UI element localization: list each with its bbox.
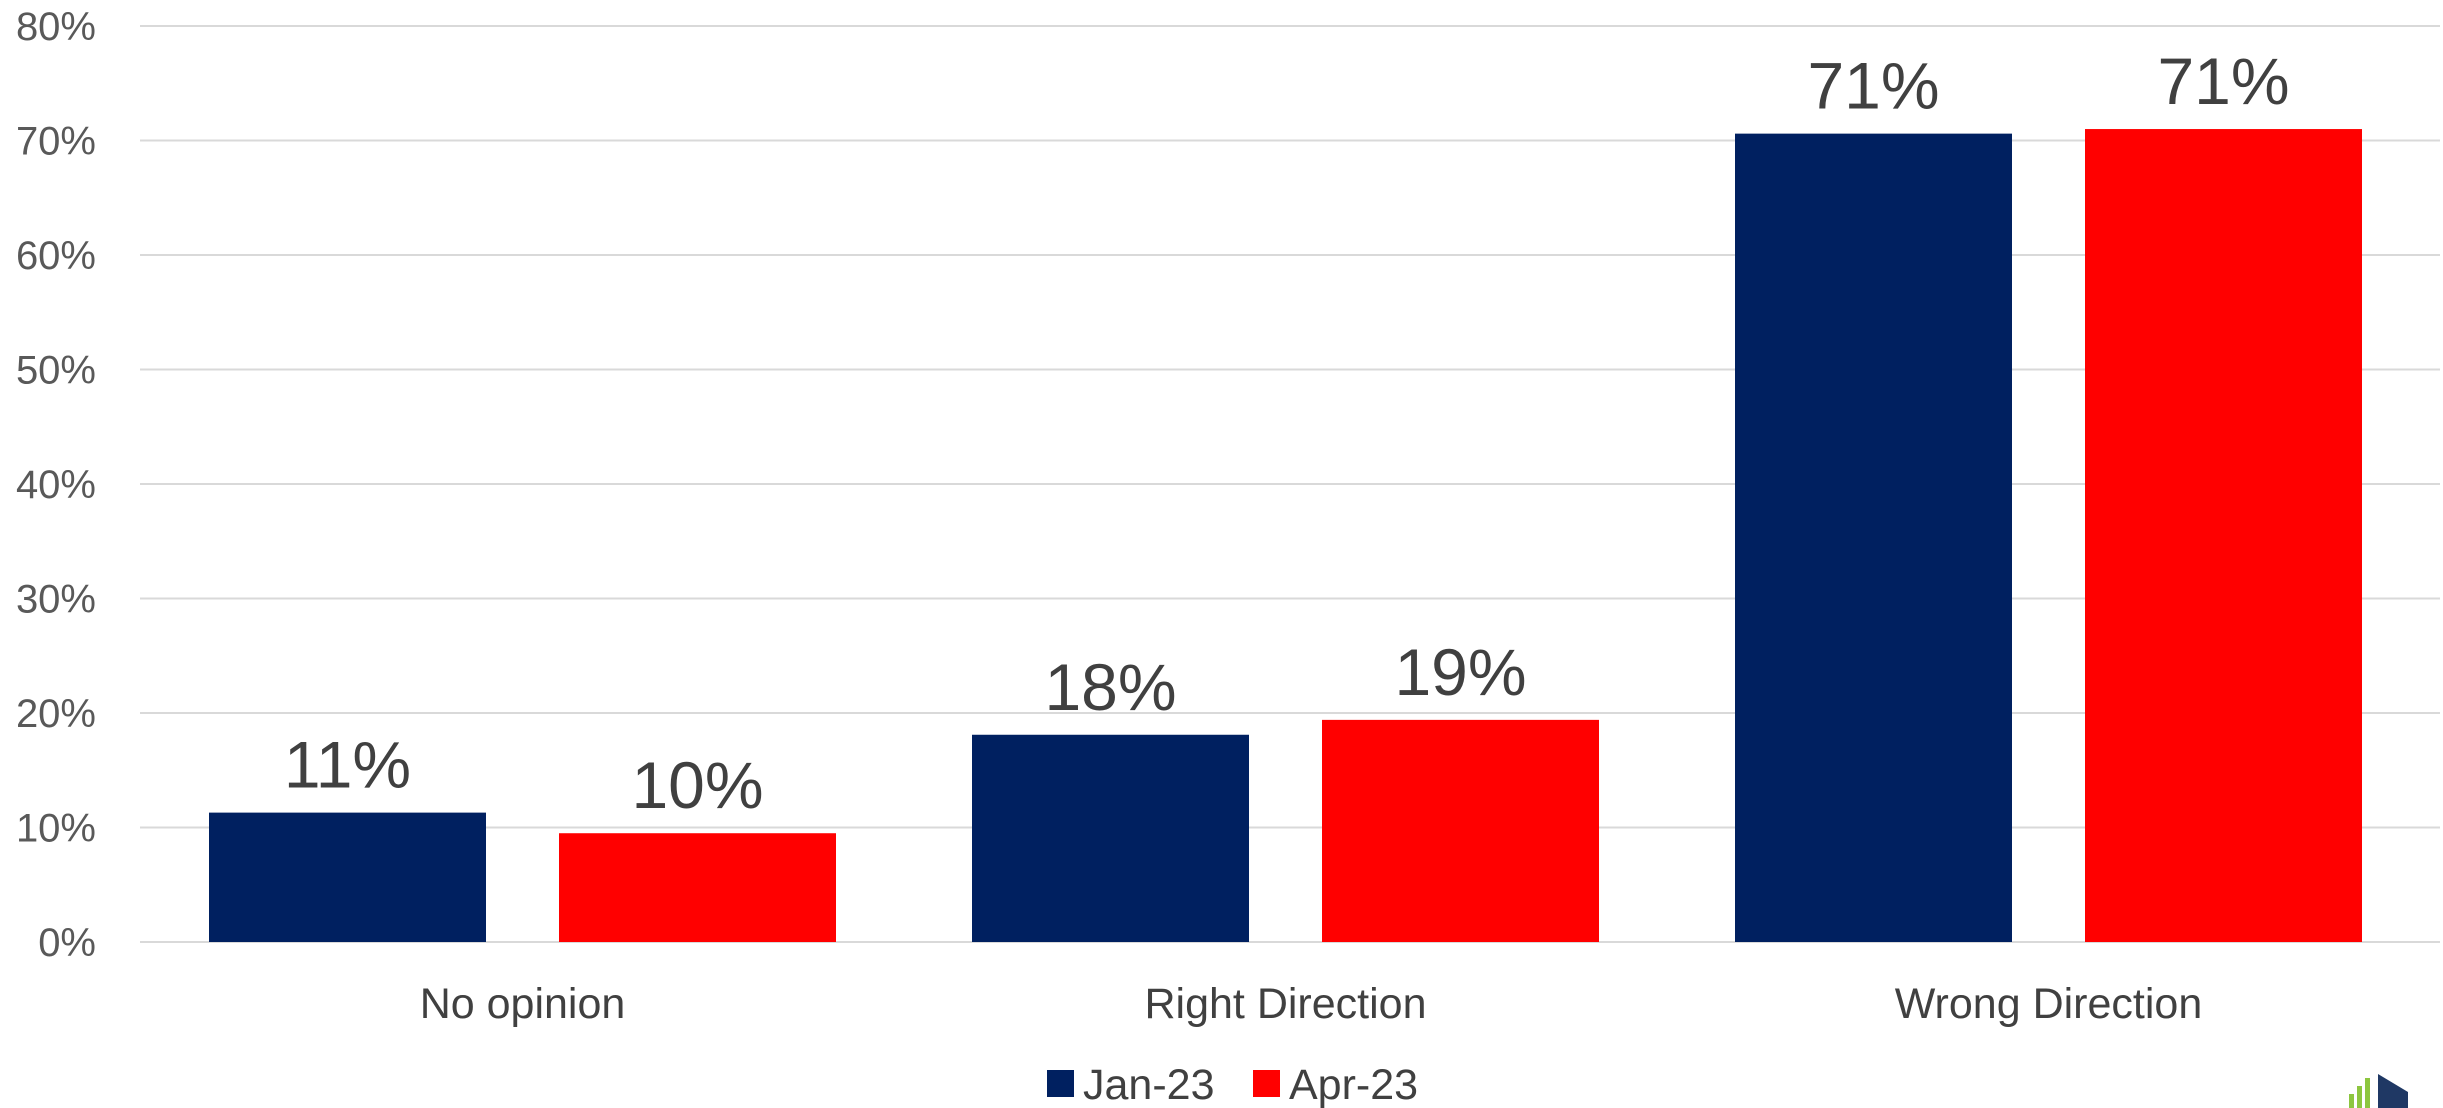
logo-bar-3 bbox=[2365, 1078, 2370, 1108]
data-label: 19% bbox=[1394, 635, 1526, 709]
bar bbox=[1322, 719, 1599, 942]
y-tick-label: 70% bbox=[16, 120, 96, 164]
logo-shape bbox=[2378, 1074, 2408, 1108]
x-axis-categories: No opinion Right Direction Wrong Direction bbox=[420, 980, 2203, 1028]
y-tick-label: 30% bbox=[16, 578, 96, 622]
y-tick-label: 10% bbox=[16, 807, 96, 851]
y-tick-label: 20% bbox=[16, 692, 96, 736]
gridlines bbox=[140, 25, 2440, 943]
data-label: 71% bbox=[2157, 44, 2289, 118]
y-tick-label: 60% bbox=[16, 234, 96, 278]
logo-bar-2 bbox=[2357, 1086, 2362, 1108]
bars bbox=[209, 129, 2362, 943]
y-tick-label: 50% bbox=[16, 349, 96, 393]
bar bbox=[972, 734, 1249, 942]
logo-bar-1 bbox=[2349, 1094, 2354, 1108]
y-axis-ticks: 0% 10% 20% 30% 40% 50% 60% 70% 80% bbox=[16, 5, 96, 965]
legend-swatch bbox=[1047, 1070, 1074, 1097]
y-tick-label: 80% bbox=[16, 5, 96, 49]
data-label: 11% bbox=[284, 728, 411, 802]
brand-logo-icon bbox=[2349, 1074, 2408, 1108]
y-tick-label: 40% bbox=[16, 463, 96, 507]
category-label: Right Direction bbox=[1145, 980, 1427, 1028]
category-label: Wrong Direction bbox=[1895, 980, 2203, 1028]
data-labels: 11% 18% 71% 10% 19% 71% bbox=[284, 44, 2290, 822]
data-label: 71% bbox=[1807, 49, 1939, 123]
bar bbox=[559, 833, 836, 942]
legend-label: Jan-23 bbox=[1083, 1061, 1214, 1108]
bar bbox=[1735, 133, 2012, 942]
bar bbox=[2085, 129, 2362, 943]
legend-swatch bbox=[1253, 1070, 1280, 1097]
category-label: No opinion bbox=[420, 980, 626, 1028]
bar bbox=[209, 812, 486, 942]
y-tick-label: 0% bbox=[38, 921, 96, 965]
data-label: 10% bbox=[631, 748, 763, 822]
legend: Jan-23 Apr-23 bbox=[1047, 1061, 1418, 1108]
legend-label: Apr-23 bbox=[1289, 1061, 1418, 1108]
data-label: 18% bbox=[1044, 650, 1176, 724]
